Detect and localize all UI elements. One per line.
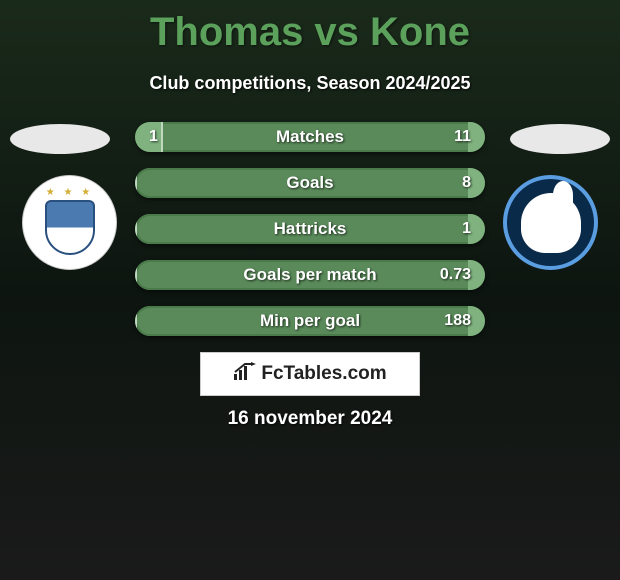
right-player-placeholder (510, 124, 610, 154)
stat-value-right: 1 (448, 214, 485, 244)
right-club-badge[interactable] (503, 175, 598, 270)
stat-row-min-per-goal: Min per goal 188 (135, 306, 485, 336)
stat-row-matches: 1 Matches 11 (135, 122, 485, 152)
stat-value-right: 0.73 (426, 260, 485, 290)
stat-row-goals-per-match: Goals per match 0.73 (135, 260, 485, 290)
stat-label: Goals (135, 168, 485, 198)
stat-value-right: 11 (440, 122, 485, 152)
left-club-badge[interactable]: ★ ★ ★ (22, 175, 117, 270)
date-label: 16 november 2024 (0, 408, 620, 430)
stat-row-goals: Goals 8 (135, 168, 485, 198)
stat-value-right: 8 (448, 168, 485, 198)
brand-text: FcTables.com (261, 363, 386, 385)
page-title: Thomas vs Kone (0, 0, 620, 55)
subtitle: Club competitions, Season 2024/2025 (0, 73, 620, 94)
stat-value-right: 188 (430, 306, 485, 336)
stats-container: 1 Matches 11 Goals 8 Hattricks 1 Goals p… (135, 122, 485, 352)
left-player-placeholder (10, 124, 110, 154)
brand-link[interactable]: FcTables.com (200, 352, 420, 396)
swan-icon (521, 193, 581, 253)
star-icon: ★ ★ ★ (35, 187, 105, 198)
stat-label: Matches (135, 122, 485, 152)
stat-label: Hattricks (135, 214, 485, 244)
chart-icon (233, 362, 257, 386)
stat-row-hattricks: Hattricks 1 (135, 214, 485, 244)
shield-icon (45, 200, 95, 255)
